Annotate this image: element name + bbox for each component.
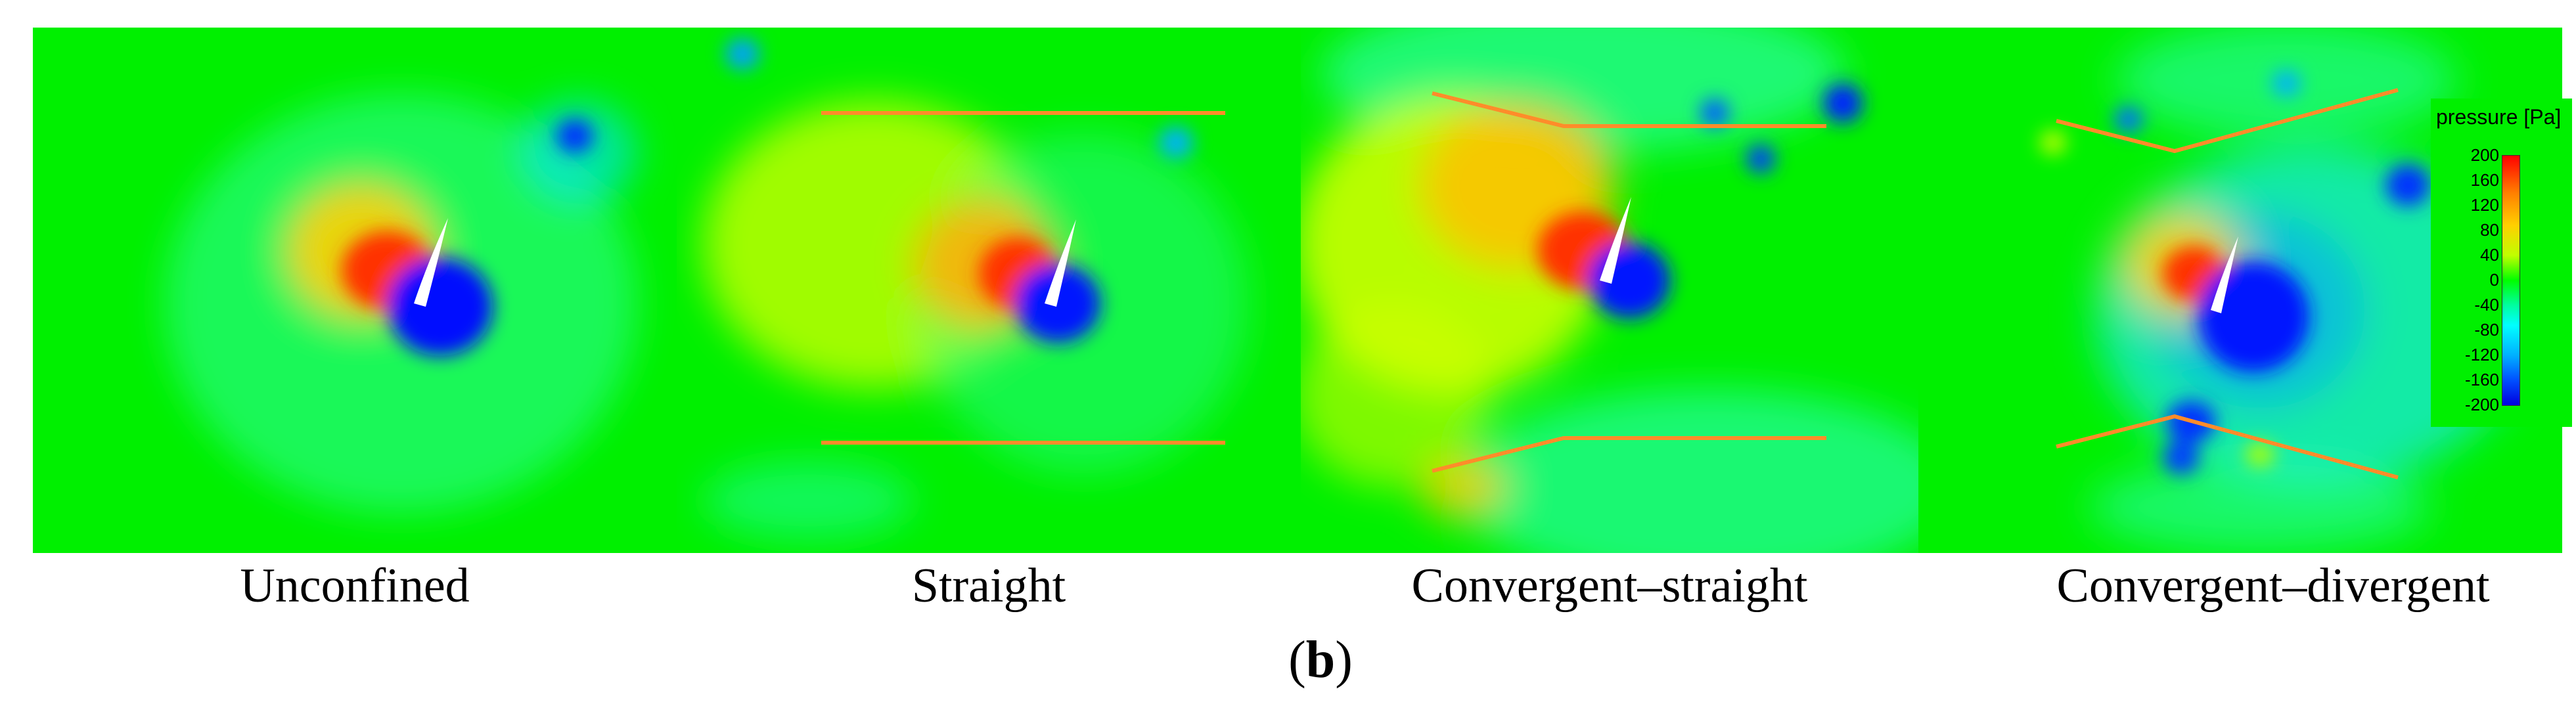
legend-tick-label: 0 — [2489, 270, 2499, 290]
upper-wall — [1432, 91, 1826, 128]
legend-tick-label: -80 — [2474, 320, 2499, 340]
legend-tick-label: 160 — [2470, 170, 2499, 190]
panel-unconfined — [33, 28, 677, 553]
pressure-legend: pressure [Pa] 200 160 120 80 40 0 -40 -80 -120 -1… — [2431, 99, 2572, 427]
caption-unconfined: Unconfined — [240, 559, 470, 613]
legend-tick-label: 80 — [2480, 220, 2499, 240]
figure-label: (b) — [1288, 631, 1353, 689]
pressure-field-convergent-straight — [1301, 28, 1918, 553]
hydrofoil — [2211, 236, 2238, 313]
upper-wall — [2056, 88, 2399, 154]
legend-title: pressure [Pa] — [2436, 105, 2562, 129]
pressure-field-unconfined — [33, 28, 677, 553]
legend-tick-label: 200 — [2470, 145, 2499, 165]
legend-tick-label: -200 — [2464, 395, 2499, 414]
lower-wall — [2056, 414, 2399, 479]
legend-tick-label: -120 — [2464, 345, 2499, 365]
caption-convergent-straight: Convergent–straight — [1411, 559, 1808, 613]
hydrofoil — [1600, 197, 1631, 284]
legend-colorbar — [2502, 155, 2520, 406]
pressure-field-straight — [677, 28, 1301, 553]
panel-straight — [677, 28, 1301, 553]
legend-tick-label: -40 — [2474, 295, 2499, 315]
lower-wall — [1432, 436, 1826, 473]
hydrofoil — [1045, 219, 1076, 307]
legend-tick-label: 40 — [2480, 245, 2499, 265]
caption-convergent-divergent: Convergent–divergent — [2056, 559, 2490, 613]
hydrofoil — [414, 218, 448, 307]
panel-convergent-straight — [1301, 28, 1918, 553]
caption-straight: Straight — [911, 559, 1066, 613]
figure-label-letter: b — [1305, 631, 1336, 689]
legend-tick-label: 120 — [2470, 195, 2499, 215]
legend-tick-label: -160 — [2464, 370, 2499, 389]
